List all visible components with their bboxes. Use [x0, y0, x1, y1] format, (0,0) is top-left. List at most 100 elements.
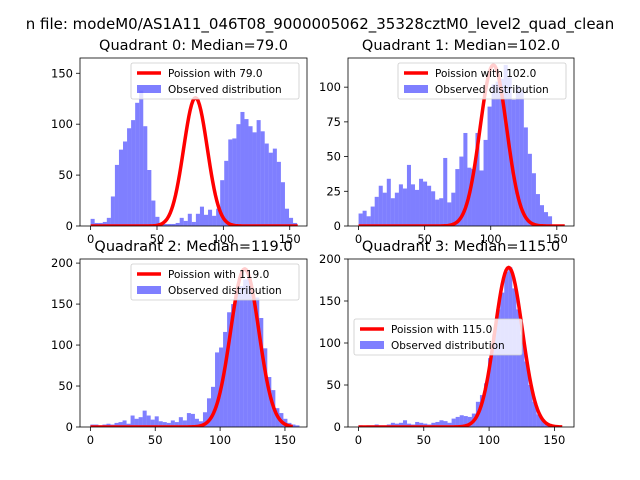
histogram-bar: [451, 418, 456, 427]
histogram-bar: [519, 89, 524, 226]
histogram-bar: [122, 420, 127, 427]
legend-hist-swatch: [137, 286, 161, 294]
histogram-bar: [543, 212, 549, 226]
histogram-bar: [154, 416, 159, 427]
y-tick-label: 100: [51, 117, 73, 131]
histogram-bar: [492, 334, 497, 427]
histogram-bar: [228, 139, 233, 226]
histogram-bar: [208, 209, 213, 226]
histogram-bar: [402, 188, 407, 226]
histogram-bar: [423, 181, 428, 226]
histogram-bar: [435, 199, 440, 226]
histogram-bar: [191, 221, 196, 226]
histogram-bar: [211, 386, 216, 427]
histogram-bar: [123, 141, 128, 226]
legend-fit-label: Poission with 79.0: [168, 68, 263, 80]
histogram-bar: [130, 415, 135, 427]
histogram-bar: [496, 309, 501, 427]
histogram-bar: [435, 421, 440, 427]
y-tick-label: 100: [319, 336, 341, 350]
legend-fit-label: Poission with 102.0: [435, 68, 536, 80]
histogram-bar: [378, 185, 383, 226]
legend-hist-label: Observed distribution: [435, 84, 549, 96]
histogram-bar: [244, 119, 249, 226]
histogram-bar: [495, 81, 500, 226]
histogram-bar: [135, 102, 140, 226]
x-tick-label: 100: [478, 433, 500, 447]
legend-hist-label: Observed distribution: [168, 84, 282, 96]
histogram-bar: [179, 217, 184, 226]
histogram-bar: [90, 218, 95, 226]
histogram-bar: [195, 213, 200, 226]
histogram-bar: [256, 120, 261, 226]
histogram-bar: [260, 131, 265, 226]
legend-hist-swatch: [137, 85, 161, 93]
x-tick-label: 50: [148, 433, 163, 447]
histogram-bar: [443, 157, 448, 226]
histogram-bar: [535, 194, 540, 226]
histogram-bar: [488, 358, 493, 427]
axes-frame: [79, 57, 308, 227]
histogram-bar: [528, 385, 533, 427]
histogram-bar: [264, 143, 269, 226]
legend-box: [130, 62, 300, 100]
y-tick-label: 150: [51, 297, 73, 311]
histogram-bar: [362, 210, 367, 226]
histogram-bar: [431, 191, 436, 226]
histogram-bar: [220, 180, 225, 226]
x-tick-label: 150: [543, 433, 565, 447]
histogram-bar: [419, 178, 424, 226]
histogram-bar: [194, 418, 199, 427]
x-tick-label: 50: [417, 232, 432, 246]
histogram-bar: [163, 223, 168, 226]
histogram-bar: [252, 132, 257, 226]
histogram-bar: [263, 348, 268, 427]
x-tick-label: 100: [209, 433, 231, 447]
y-tick-label: 200: [319, 252, 341, 266]
histogram-bar: [475, 132, 480, 226]
histogram-bar: [203, 214, 209, 226]
panel-title: Quadrant 3: Median=115.0: [362, 239, 560, 255]
legend-box: [130, 263, 300, 301]
histogram-bar: [247, 276, 252, 427]
histogram-bar: [386, 178, 391, 226]
histogram-bar: [374, 196, 379, 226]
histogram-bar: [284, 208, 290, 226]
histogram-bar: [447, 422, 452, 427]
x-tick-label: 0: [87, 433, 94, 447]
legend-hist-swatch: [360, 341, 384, 349]
histogram-bar: [202, 412, 207, 427]
histogram-bar: [134, 418, 139, 427]
histogram-bar: [394, 192, 399, 226]
histogram-bar: [143, 126, 148, 226]
histogram-bar: [127, 128, 132, 226]
histogram-bar: [516, 309, 521, 427]
histogram-bar: [171, 223, 176, 226]
legend-fit-label: Poission with 119.0: [168, 269, 269, 281]
y-tick-label: 50: [58, 379, 73, 393]
histogram-bar: [483, 383, 489, 427]
histogram-bar: [186, 413, 191, 427]
histogram-bar: [447, 202, 452, 226]
histogram-bar: [174, 422, 179, 427]
histogram: [90, 276, 300, 427]
histogram-bar: [390, 422, 395, 427]
histogram-bar: [491, 84, 496, 226]
histogram-bar: [520, 334, 525, 427]
histogram-bar: [114, 422, 119, 427]
histogram-bar: [523, 127, 528, 226]
x-tick-label: 150: [279, 232, 301, 246]
histogram-bar: [175, 222, 180, 226]
y-tick-label: 200: [51, 256, 73, 270]
histogram-bar: [431, 422, 436, 427]
histogram: [358, 64, 553, 226]
panel-quadrant-3: Quadrant 3: Median=115.0 0 50 100 150 0 50 100 1…: [319, 239, 575, 447]
histogram-bar: [190, 413, 195, 427]
histogram-bar: [419, 422, 424, 427]
histogram-bar: [532, 401, 537, 427]
histogram-bar: [443, 421, 448, 427]
histogram-bar: [479, 170, 484, 226]
histogram-bar: [102, 221, 107, 226]
x-tick-label: 100: [212, 232, 234, 246]
